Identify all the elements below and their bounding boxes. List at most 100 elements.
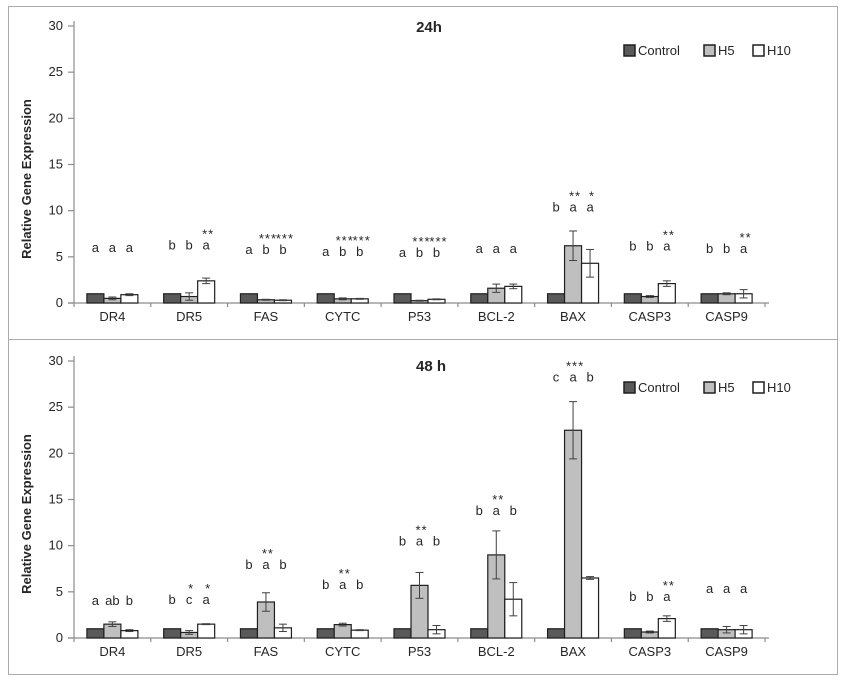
letter-annotation: a [510, 241, 518, 256]
letter-annotation: a [322, 244, 330, 259]
category-label: CYTC [325, 644, 360, 659]
letter-annotation: b [476, 503, 483, 518]
letter-annotation: b [169, 237, 176, 252]
category-label: BAX [560, 644, 586, 659]
category-label: DR5 [176, 644, 202, 659]
legend-swatch-h5 [703, 381, 716, 394]
star-annotation: *** [412, 234, 430, 249]
bar-control-dr5 [163, 628, 182, 639]
star-annotation: ** [415, 523, 427, 538]
category-label: DR4 [99, 644, 125, 659]
bar-h5-bax [563, 429, 583, 639]
letter-annotation: ab [105, 593, 119, 608]
bar-control-cytc [316, 293, 335, 304]
category-label: BCL-2 [478, 309, 515, 324]
star-annotation: *** [429, 234, 447, 249]
y-tick-label: 0 [56, 630, 63, 645]
star-annotation: ** [262, 546, 274, 561]
letter-annotation: a [740, 241, 748, 256]
letter-annotation: c [186, 592, 193, 607]
bar-control-casp9 [700, 628, 719, 639]
letter-annotation: b [356, 244, 363, 259]
y-tick-label: 10 [49, 203, 63, 218]
star-annotation: ** [740, 230, 752, 245]
letter-annotation: a [586, 200, 594, 215]
bar-h10-cytc [350, 629, 369, 639]
bar-control-casp9 [700, 293, 719, 304]
bar-control-dr4 [86, 293, 105, 304]
legend-label: Control [638, 43, 680, 58]
letter-annotation: a [740, 581, 748, 596]
bar-h10-dr5 [197, 623, 216, 639]
star-annotation: ** [663, 578, 675, 593]
letter-annotation: a [569, 200, 577, 215]
letter-annotation: a [109, 240, 117, 255]
star-annotation: * [205, 581, 211, 596]
category-label: CASP9 [705, 309, 748, 324]
letter-annotation: b [262, 242, 269, 257]
y-axis-label: Relative Gene Expression [19, 99, 34, 259]
y-tick-label: 5 [56, 584, 63, 599]
letter-annotation: a [569, 369, 577, 384]
bar-control-p53 [393, 293, 412, 304]
star-annotation: ** [663, 227, 675, 242]
letter-annotation: b [416, 245, 423, 260]
letter-annotation: b [322, 577, 329, 592]
star-annotation: *** [259, 231, 277, 246]
letter-annotation: b [186, 237, 193, 252]
legend-label: H10 [767, 43, 791, 58]
letter-annotation: b [399, 534, 406, 549]
legend-swatch-h5 [703, 44, 716, 57]
star-annotation: *** [336, 233, 354, 248]
letter-annotation: a [399, 245, 407, 260]
legend-swatch-h10 [752, 381, 765, 394]
y-tick-label: 5 [56, 249, 63, 264]
letter-annotation: b [646, 238, 653, 253]
panel-24h: 24h Relative Gene Expression 0 5 10 15 20 25 30 D… [8, 6, 838, 340]
letter-annotation: a [706, 581, 714, 596]
panel-title: 48 h [416, 358, 446, 375]
star-annotation: * [188, 581, 194, 596]
bar-control-bax [546, 293, 566, 304]
letter-annotation: a [92, 240, 100, 255]
category-label: BCL-2 [478, 644, 515, 659]
y-tick-label: 30 [49, 353, 63, 368]
letter-annotation: b [586, 369, 593, 384]
letter-annotation: b [279, 242, 286, 257]
bar-control-cytc [316, 628, 335, 639]
chart-24h: 24h Relative Gene Expression 0 5 10 15 20 25 30 D… [19, 18, 791, 324]
category-label: CYTC [325, 309, 360, 324]
letter-annotation: b [510, 503, 517, 518]
letter-annotation: b [126, 593, 133, 608]
category-label: DR4 [99, 309, 125, 324]
letter-annotation: b [433, 245, 440, 260]
category-label: FAS [254, 309, 279, 324]
y-tick-label: 25 [49, 64, 63, 79]
bar-control-bcl-2 [470, 628, 489, 639]
star-annotation: ** [492, 492, 504, 507]
legend-swatch-control [623, 381, 636, 394]
category-label: P53 [408, 309, 431, 324]
letter-annotation: b [646, 589, 653, 604]
bar-control-casp3 [623, 628, 642, 639]
bar-control-bcl-2 [470, 293, 489, 304]
star-annotation: ** [569, 189, 581, 204]
letter-annotation: a [663, 238, 671, 253]
legend-label: H10 [767, 380, 791, 395]
letter-annotation: b [169, 592, 176, 607]
category-label: FAS [254, 644, 279, 659]
y-tick-label: 0 [56, 295, 63, 310]
star-annotation: *** [353, 233, 371, 248]
bar-control-dr5 [163, 293, 182, 304]
category-label: DR5 [176, 309, 202, 324]
letter-annotation: a [723, 581, 731, 596]
star-annotation: * [589, 189, 595, 204]
category-label: CASP9 [705, 644, 748, 659]
letter-annotation: a [493, 241, 501, 256]
letter-annotation: b [339, 244, 346, 259]
panel-title: 24h [416, 19, 442, 36]
y-tick-label: 20 [49, 445, 63, 460]
y-tick-label: 15 [49, 157, 63, 172]
y-tick-label: 10 [49, 538, 63, 553]
